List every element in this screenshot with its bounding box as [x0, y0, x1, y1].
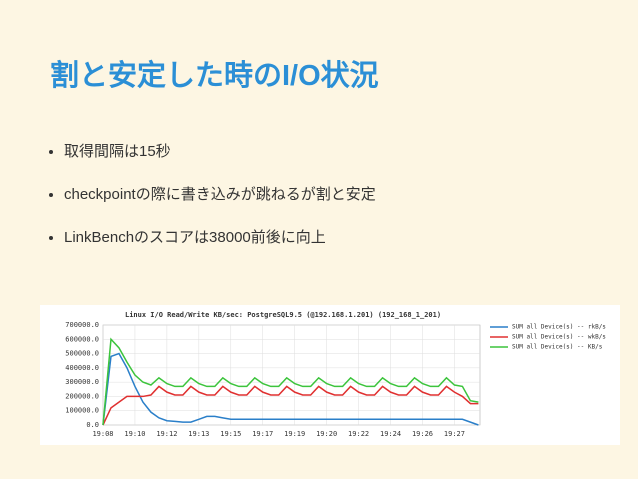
chart: Linux I/O Read/Write KB/sec: PostgreSQL9…	[40, 305, 620, 445]
y-tick-label: 300000.0	[65, 378, 99, 386]
slide-title: 割と安定した時のI/O状況	[50, 60, 379, 92]
series-line	[102, 352, 479, 426]
chart-title: Linux I/O Read/Write KB/sec: PostgreSQL9…	[125, 311, 441, 319]
x-tick-label: 19:15	[220, 430, 241, 438]
x-tick-label: 19:17	[252, 430, 273, 438]
x-tick-label: 19:22	[348, 430, 369, 438]
y-tick-label: 200000.0	[65, 392, 99, 400]
y-tick-label: 100000.0	[65, 407, 99, 415]
series-line	[102, 385, 479, 426]
x-tick-label: 19:27	[444, 430, 465, 438]
legend-label: SUM all Device(s) -- KB/s	[512, 344, 603, 351]
x-tick-label: 19:08	[92, 430, 113, 438]
bullet: checkpointの際に書き込みが跳ねるが割と安定	[64, 183, 376, 226]
x-tick-label: 19:26	[412, 430, 433, 438]
x-tick-label: 19:12	[156, 430, 177, 438]
y-tick-label: 700000.0	[65, 321, 99, 329]
bullet: 取得間隔は15秒	[64, 140, 376, 183]
x-tick-label: 19:24	[380, 430, 401, 438]
y-tick-label: 400000.0	[65, 364, 99, 372]
y-tick-label: 600000.0	[65, 335, 99, 343]
x-tick-label: 19:19	[284, 430, 305, 438]
x-tick-label: 19:20	[316, 430, 337, 438]
y-tick-label: 500000.0	[65, 350, 99, 358]
bullet: LinkBenchのスコアは38000前後に向上	[64, 226, 376, 269]
bullet-list: 取得間隔は15秒 checkpointの際に書き込みが跳ねるが割と安定 Link…	[28, 140, 376, 269]
x-tick-label: 19:10	[124, 430, 145, 438]
legend-label: SUM all Device(s) -- rkB/s	[512, 324, 606, 331]
legend-label: SUM all Device(s) -- wkB/s	[512, 334, 606, 341]
y-tick-label: 0.0	[86, 421, 99, 429]
series-line	[102, 337, 479, 426]
x-tick-label: 19:13	[188, 430, 209, 438]
plot-area	[102, 324, 481, 426]
